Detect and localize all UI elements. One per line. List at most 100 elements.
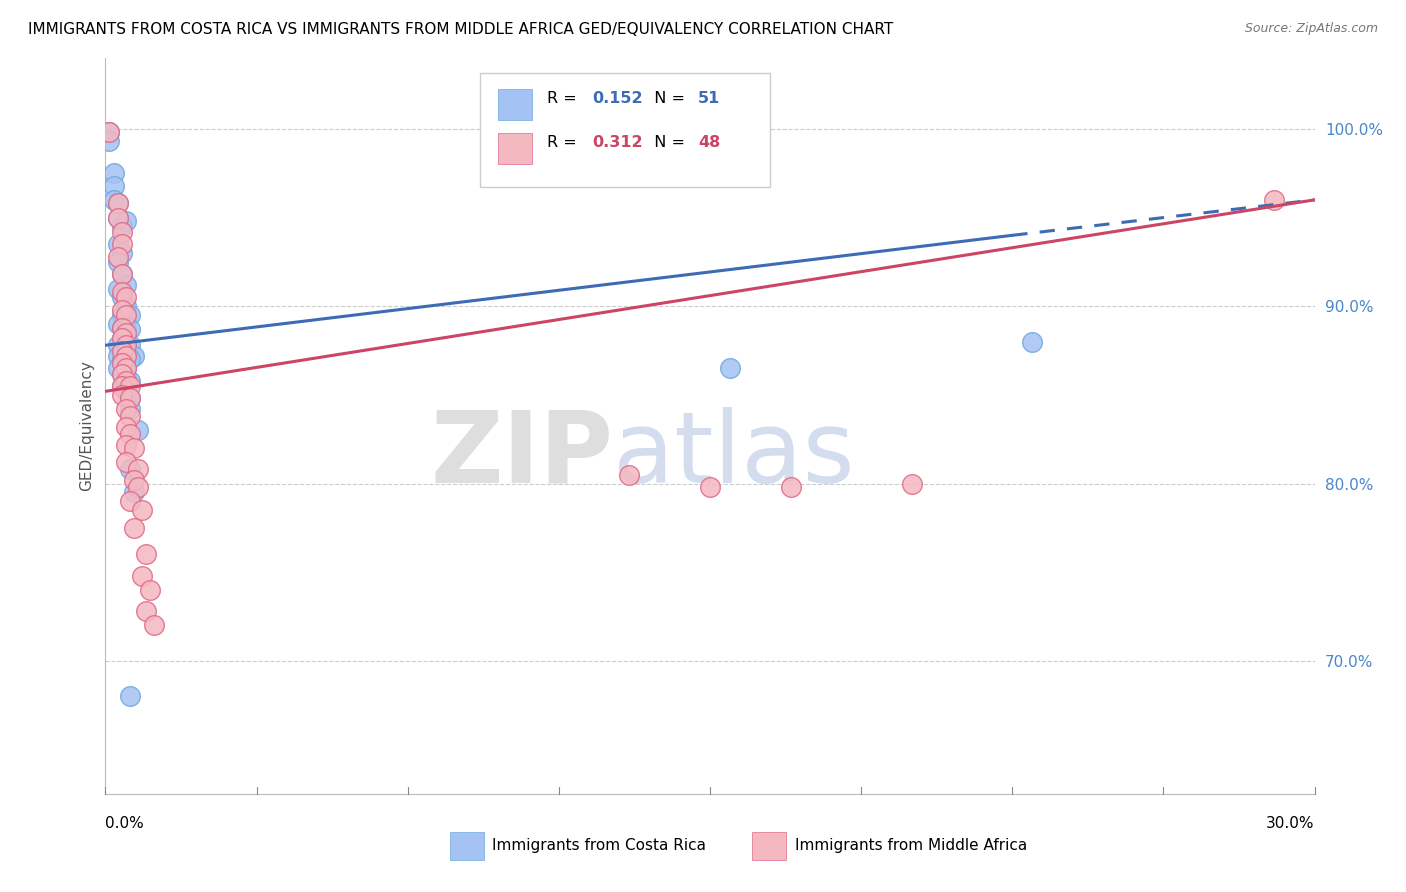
Point: [103, 193, 125, 207]
Point: [114, 361, 136, 376]
Point: [114, 455, 136, 469]
Point: [107, 255, 129, 269]
Point: [110, 356, 132, 370]
Point: [98, 125, 121, 139]
Point: [118, 494, 141, 508]
Point: [139, 582, 162, 597]
Point: [122, 521, 145, 535]
Text: 0.0%: 0.0%: [105, 816, 145, 831]
Point: [107, 338, 129, 352]
Point: [114, 320, 136, 334]
Point: [1021, 334, 1043, 349]
Point: [122, 473, 145, 487]
Point: [114, 402, 136, 417]
Text: 48: 48: [697, 135, 720, 150]
Bar: [499, 133, 533, 164]
Point: [135, 548, 157, 562]
Point: [118, 402, 141, 417]
Point: [110, 379, 132, 393]
Point: [110, 219, 132, 234]
Point: [110, 246, 132, 260]
Point: [1263, 193, 1285, 207]
Point: [131, 568, 153, 582]
Point: [127, 480, 149, 494]
Text: 0.152: 0.152: [593, 91, 644, 106]
Point: [107, 317, 129, 331]
Point: [110, 356, 132, 370]
Point: [122, 441, 145, 455]
Point: [114, 299, 136, 313]
Point: [114, 370, 136, 384]
Point: [107, 196, 129, 211]
Point: [107, 196, 129, 211]
Point: [114, 361, 136, 376]
Point: [114, 437, 136, 451]
Point: [118, 392, 141, 406]
Text: ZIP: ZIP: [430, 407, 613, 504]
Point: [118, 338, 141, 352]
FancyBboxPatch shape: [481, 72, 770, 186]
Point: [98, 125, 121, 139]
Point: [103, 166, 125, 180]
Point: [122, 485, 145, 500]
Point: [127, 423, 149, 437]
Point: [110, 320, 132, 334]
Point: [122, 349, 145, 363]
Point: [118, 352, 141, 367]
Point: [114, 308, 136, 322]
Point: [110, 388, 132, 402]
Text: IMMIGRANTS FROM COSTA RICA VS IMMIGRANTS FROM MIDDLE AFRICA GED/EQUIVALENCY CORR: IMMIGRANTS FROM COSTA RICA VS IMMIGRANTS…: [28, 22, 893, 37]
Point: [118, 462, 141, 476]
Text: Immigrants from Costa Rica: Immigrants from Costa Rica: [492, 838, 706, 853]
Point: [131, 503, 153, 517]
Point: [103, 178, 125, 193]
Point: [114, 326, 136, 340]
Point: [107, 211, 129, 225]
Point: [114, 352, 136, 367]
Y-axis label: GED/Equivalency: GED/Equivalency: [79, 360, 94, 491]
Text: N =: N =: [644, 135, 690, 150]
Point: [779, 480, 801, 494]
Point: [114, 343, 136, 358]
Point: [110, 331, 132, 345]
Point: [900, 476, 922, 491]
Point: [114, 419, 136, 434]
Point: [118, 374, 141, 388]
Text: 51: 51: [697, 91, 720, 106]
Point: [110, 343, 132, 358]
Point: [114, 374, 136, 388]
Point: [114, 214, 136, 228]
Point: [110, 379, 132, 393]
Point: [110, 320, 132, 334]
Point: [110, 237, 132, 252]
Point: [718, 361, 741, 376]
Point: [114, 338, 136, 352]
Point: [107, 237, 129, 252]
Bar: [450, 832, 484, 860]
Point: [110, 367, 132, 381]
Text: 0.312: 0.312: [593, 135, 644, 150]
Text: R =: R =: [547, 135, 582, 150]
Point: [699, 480, 721, 494]
Point: [142, 618, 165, 632]
Point: [110, 268, 132, 282]
Point: [107, 349, 129, 363]
Point: [619, 467, 641, 482]
Text: N =: N =: [644, 91, 690, 106]
Point: [118, 308, 141, 322]
Point: [114, 334, 136, 349]
Point: [110, 308, 132, 322]
Point: [118, 690, 141, 704]
Point: [107, 361, 129, 376]
Point: [114, 384, 136, 399]
Point: [110, 290, 132, 304]
Point: [114, 349, 136, 363]
Point: [118, 426, 141, 441]
Point: [110, 302, 132, 317]
Point: [114, 290, 136, 304]
Point: [110, 352, 132, 367]
Text: Immigrants from Middle Africa: Immigrants from Middle Africa: [794, 838, 1026, 853]
Point: [118, 392, 141, 406]
Point: [118, 409, 141, 424]
Point: [110, 285, 132, 299]
